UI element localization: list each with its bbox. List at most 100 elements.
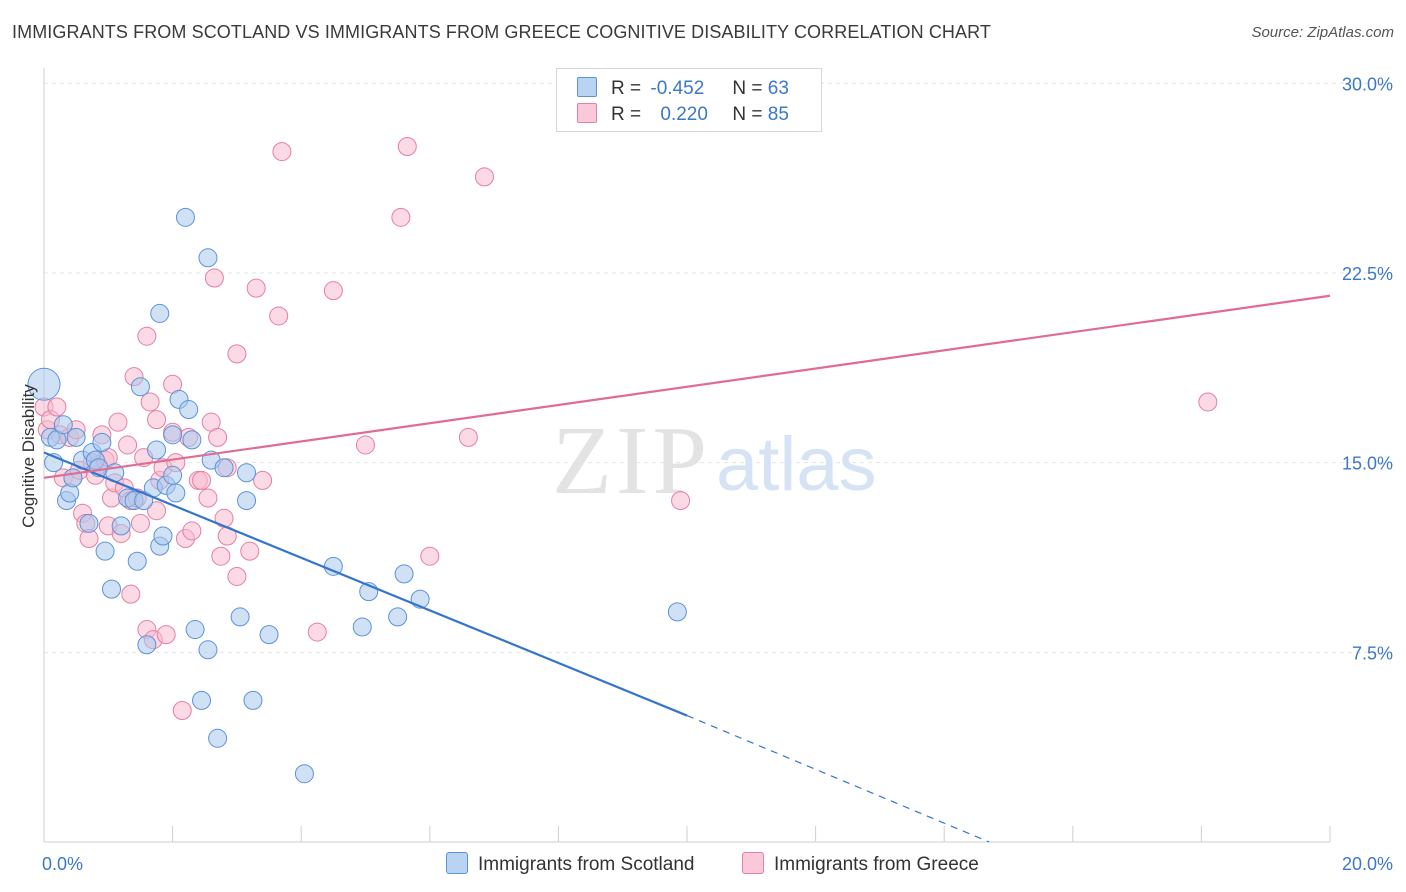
point-scotland <box>92 432 112 452</box>
bottom-legend-swatch-scotland <box>446 852 468 874</box>
trend-line-scotland <box>43 451 688 717</box>
axes <box>43 68 1331 843</box>
point-greece <box>204 268 224 288</box>
point-greece <box>156 625 176 645</box>
point-scotland <box>230 607 250 627</box>
bottom-legend-swatch-greece <box>742 852 764 874</box>
point-greece <box>172 700 192 720</box>
legend-greece-n-label: N = <box>732 104 763 125</box>
y-axis-label: Cognitive Disability <box>19 384 38 528</box>
point-scotland <box>147 440 167 460</box>
point-scotland <box>111 516 131 536</box>
point-scotland <box>175 207 195 227</box>
point-scotland <box>388 607 408 627</box>
chart-title: IMMIGRANTS FROM SCOTLAND VS IMMIGRANTS F… <box>12 22 991 42</box>
point-scotland <box>182 430 202 450</box>
point-scotland <box>150 303 170 323</box>
trend-lines <box>43 294 1331 843</box>
legend-swatch-scotland <box>577 77 597 97</box>
point-scotland <box>352 617 372 637</box>
point-greece <box>130 513 150 533</box>
y-tick-label: 7.5% <box>1352 643 1393 663</box>
bottom-legend-greece: Immigrants from Greece <box>742 852 979 876</box>
point-scotland <box>163 465 183 485</box>
legend-row-greece: R = 0.220 N = 85 <box>577 103 789 127</box>
point-scotland <box>137 635 157 655</box>
trend-line-scotland-extension <box>686 714 990 843</box>
point-greece <box>147 410 167 430</box>
point-greece <box>420 546 440 566</box>
point-scotland <box>153 526 173 546</box>
legend-greece-r-label: R = <box>611 104 642 125</box>
x-tick-label-max: 20.0% <box>1342 854 1393 874</box>
point-scotland <box>198 248 218 268</box>
point-scotland <box>179 400 199 420</box>
watermark: ZIP atlas <box>552 407 877 515</box>
point-greece <box>307 622 327 642</box>
point-scotland <box>237 491 257 511</box>
point-greece <box>323 281 343 301</box>
point-greece <box>227 344 247 364</box>
point-scotland <box>667 602 687 622</box>
point-scotland <box>66 427 86 447</box>
point-scotland <box>79 513 99 533</box>
point-greece <box>147 501 167 521</box>
legend-swatch-greece <box>577 103 597 123</box>
legend-greece-n-value: 85 <box>767 104 789 125</box>
point-scotland <box>95 541 115 561</box>
point-scotland <box>243 690 263 710</box>
legend-greece-r-value: 0.220 <box>660 104 708 125</box>
point-greece <box>391 207 411 227</box>
point-greece <box>1198 392 1218 412</box>
point-scotland <box>166 483 186 503</box>
point-scotland <box>27 367 61 401</box>
stats-legend: R = -0.452 N = 63 R = 0.220 N = 85 <box>556 68 822 132</box>
point-scotland <box>163 425 183 445</box>
point-scotland <box>53 415 73 435</box>
legend-scotland-n-value: 63 <box>767 78 789 99</box>
points-greece <box>34 137 1218 720</box>
x-tick-label-min: 0.0% <box>42 854 83 874</box>
legend-row-scotland: R = -0.452 N = 63 <box>577 77 789 101</box>
point-greece <box>269 306 289 326</box>
legend-scotland-n-label: N = <box>732 78 763 99</box>
point-greece <box>211 546 231 566</box>
point-greece <box>192 470 212 490</box>
point-scotland <box>102 579 122 599</box>
point-greece <box>272 142 292 162</box>
point-greece <box>227 566 247 586</box>
bottom-legend-label-scotland: Immigrants from Scotland <box>478 854 695 875</box>
point-greece <box>474 167 494 187</box>
bottom-legend-scotland: Immigrants from Scotland <box>446 852 694 876</box>
point-greece <box>118 435 138 455</box>
point-scotland <box>192 690 212 710</box>
point-greece <box>240 541 260 561</box>
point-greece <box>121 584 141 604</box>
y-tick-label: 30.0% <box>1342 74 1393 94</box>
point-greece <box>246 278 266 298</box>
point-greece <box>397 137 417 157</box>
watermark-atlas: atlas <box>716 422 877 507</box>
bottom-legend-label-greece: Immigrants from Greece <box>774 854 979 875</box>
point-scotland <box>198 640 218 660</box>
point-greece <box>140 392 160 412</box>
point-scotland <box>185 620 205 640</box>
point-scotland <box>394 564 414 584</box>
y-tick-label: 15.0% <box>1342 454 1393 474</box>
point-greece <box>182 521 202 541</box>
point-scotland <box>130 377 150 397</box>
point-greece <box>208 427 228 447</box>
point-greece <box>458 427 478 447</box>
point-greece <box>137 326 157 346</box>
point-scotland <box>63 468 83 488</box>
point-greece <box>47 397 67 417</box>
point-greece <box>356 435 375 455</box>
point-scotland <box>214 458 234 478</box>
point-scotland <box>294 764 314 784</box>
source-label: Source: ZipAtlas.com <box>1251 24 1394 41</box>
y-tick-label: 22.5% <box>1342 264 1393 284</box>
point-greece <box>108 412 128 432</box>
legend-scotland-r-value: -0.452 <box>650 78 705 99</box>
grid-lines <box>44 82 1392 653</box>
point-greece <box>671 491 691 511</box>
